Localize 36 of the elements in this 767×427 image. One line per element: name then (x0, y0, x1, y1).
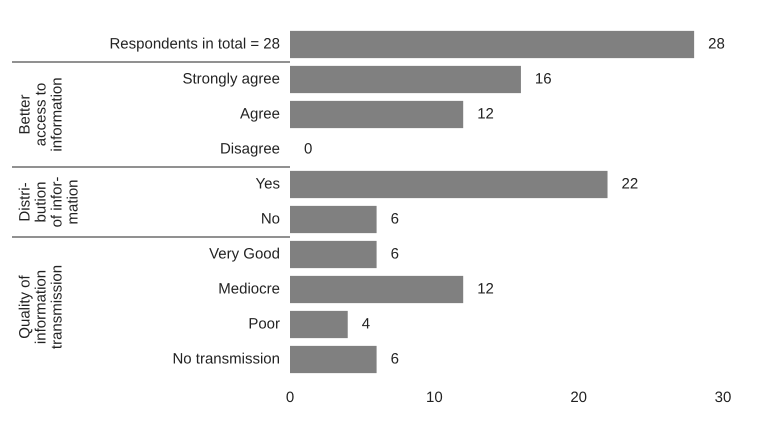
y-tick-label: Agree (240, 106, 280, 123)
y-tick-label: Disagree (220, 140, 280, 158)
x-tick-label: 10 (426, 389, 443, 406)
bar (290, 240, 377, 268)
bar (290, 310, 348, 338)
text: Better access to information (16, 77, 66, 152)
y-tick-label: Very Good (209, 246, 280, 263)
y-tick-label: Yes (256, 176, 280, 193)
data-label: 0 (304, 140, 312, 158)
data-label: 16 (534, 70, 552, 88)
data-label: 6 (390, 350, 399, 368)
data-label: 22 (622, 176, 638, 193)
bar (290, 100, 464, 128)
text: Quality of information transmission (16, 264, 66, 350)
y-tick-label: Respondents in total = 28 (109, 36, 280, 53)
x-tick-label: 0 (286, 389, 294, 406)
text: Distri- bution of infor- mation (16, 176, 82, 228)
y-tick-label: No (260, 210, 280, 228)
x-tick-label: 30 (714, 389, 732, 406)
bar (290, 346, 377, 374)
y-tick-label: Poor (248, 316, 280, 333)
y-tick-label: Strongly agree (182, 70, 280, 88)
bar (290, 66, 521, 94)
bar (290, 276, 464, 304)
bar (290, 170, 608, 198)
bar (290, 30, 694, 58)
bar (290, 206, 377, 234)
data-label: 12 (477, 280, 494, 298)
data-label: 6 (390, 246, 399, 263)
data-label: 12 (477, 106, 494, 123)
data-label: 6 (390, 210, 399, 228)
y-tick-label: No transmission (172, 350, 280, 368)
x-tick-label: 20 (570, 389, 588, 406)
data-label: 4 (362, 316, 370, 333)
data-label: 28 (708, 36, 725, 53)
y-tick-label: Mediocre (218, 280, 280, 298)
